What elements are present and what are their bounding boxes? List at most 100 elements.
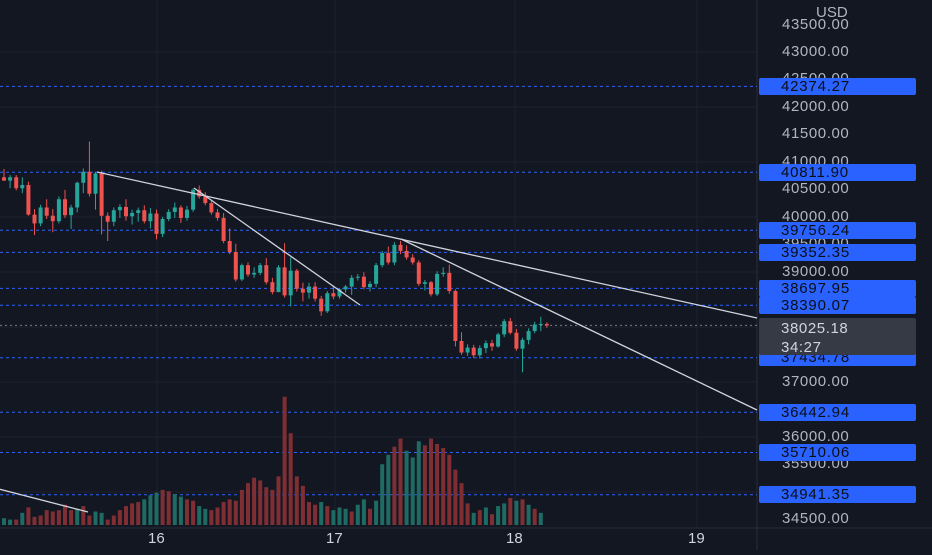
- volume-bar: [63, 504, 67, 525]
- candle-body: [483, 343, 488, 349]
- volume-bar: [99, 512, 104, 525]
- volume-bar: [142, 499, 147, 525]
- alert-price-tag[interactable]: 38697.95: [759, 279, 916, 297]
- alert-price-tag[interactable]: 40811.90: [759, 163, 916, 181]
- volume-bar: [160, 489, 165, 525]
- volume-bar: [148, 495, 153, 525]
- candle-body: [252, 272, 257, 275]
- volume-bar: [38, 515, 43, 525]
- candle-body: [337, 289, 342, 297]
- candle-body: [20, 184, 25, 189]
- volume-bar: [136, 502, 141, 525]
- volume-bars: [2, 396, 543, 525]
- volume-bar: [355, 504, 360, 525]
- volume-bar: [81, 506, 86, 525]
- volume-bar: [117, 510, 122, 525]
- candle-body: [191, 189, 196, 210]
- candle-body: [307, 286, 311, 293]
- candle-body: [477, 348, 482, 356]
- candle-body: [136, 210, 141, 213]
- volume-bar: [172, 493, 177, 525]
- candle-body: [75, 182, 80, 208]
- volume-bar: [130, 503, 135, 525]
- alert-price-tag[interactable]: 39352.35: [759, 243, 916, 261]
- candle-body: [185, 209, 189, 218]
- price-tick-label: 36000.00: [782, 427, 850, 445]
- candle-body: [105, 215, 110, 222]
- trendline: [400, 238, 758, 411]
- candle-body: [294, 270, 299, 289]
- candle-body: [2, 177, 6, 181]
- candle-body: [270, 282, 275, 293]
- candle-body: [404, 250, 409, 258]
- volume-bar: [227, 499, 232, 525]
- candle-body: [502, 321, 507, 335]
- candle-body: [154, 213, 159, 234]
- candlesticks: [2, 141, 549, 373]
- candle-body: [203, 196, 208, 204]
- volume-bar: [197, 506, 202, 525]
- volume-bar: [270, 489, 275, 525]
- candle-body: [514, 332, 519, 349]
- trendline: [193, 187, 361, 306]
- candle-body: [508, 321, 513, 333]
- candle-body: [44, 207, 49, 216]
- volume-bar: [483, 507, 488, 525]
- alert-price-tag[interactable]: 35710.06: [759, 444, 916, 462]
- candle-body: [111, 210, 116, 222]
- volume-bar: [26, 507, 31, 525]
- trendline: [0, 488, 89, 513]
- price-tick-label: 42000.00: [782, 97, 850, 115]
- candle-body: [209, 203, 214, 213]
- volume-bar: [14, 519, 19, 525]
- candle-body: [197, 189, 202, 197]
- volume-bar: [93, 511, 98, 525]
- volume-bar: [75, 508, 80, 525]
- candle-body: [215, 212, 220, 218]
- candle-body: [130, 212, 135, 217]
- time-label: 16: [148, 530, 165, 547]
- alert-price-tag[interactable]: 36442.94: [759, 403, 916, 421]
- volume-bar: [50, 511, 55, 525]
- volume-bar: [471, 512, 476, 525]
- volume-bar: [398, 438, 403, 525]
- volume-bar: [20, 512, 25, 525]
- candle-body: [300, 288, 305, 293]
- volume-bar: [56, 510, 61, 525]
- volume-bar: [300, 485, 305, 525]
- candle-body: [276, 267, 281, 293]
- candle-body: [459, 340, 464, 353]
- volume-bar: [307, 502, 311, 525]
- volume-bar: [166, 491, 171, 525]
- volume-bar: [477, 510, 482, 525]
- candle-body: [465, 347, 470, 353]
- alert-price-tag[interactable]: 42374.27: [759, 77, 916, 95]
- alert-price-tag[interactable]: 39756.24: [759, 221, 916, 239]
- volume-bar: [215, 507, 220, 525]
- volume-bar: [331, 510, 336, 525]
- volume-bar: [111, 515, 116, 525]
- alert-price-tag[interactable]: 34941.35: [759, 486, 916, 504]
- volume-bar: [435, 444, 440, 525]
- candle-body: [496, 334, 501, 347]
- candle-body: [233, 251, 238, 280]
- candle-body: [368, 283, 372, 288]
- candle-body: [264, 265, 269, 283]
- candle-body: [355, 276, 360, 278]
- volume-bar: [422, 445, 427, 525]
- volume-bar: [404, 450, 409, 525]
- alert-price-tag[interactable]: 38390.07: [759, 296, 916, 314]
- candle-body: [239, 265, 244, 280]
- candle-body: [282, 267, 287, 296]
- candle-body: [50, 215, 55, 222]
- candle-body: [117, 206, 122, 211]
- volume-bar: [392, 446, 397, 525]
- candle-body: [343, 286, 348, 290]
- candle-body: [38, 207, 43, 224]
- time-label: 19: [688, 530, 705, 547]
- candle-body: [490, 343, 494, 347]
- candle-body: [63, 199, 67, 216]
